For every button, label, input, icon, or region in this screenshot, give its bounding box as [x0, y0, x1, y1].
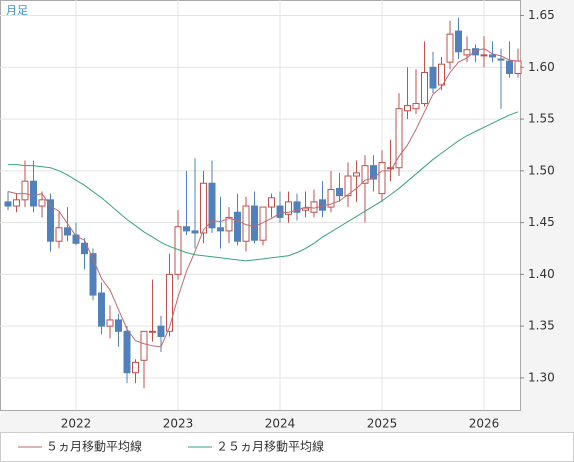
- candle-body: [64, 227, 71, 236]
- candle-body: [378, 162, 386, 195]
- candle-body: [319, 199, 326, 211]
- candle-body: [72, 234, 80, 244]
- candle-body: [489, 54, 496, 58]
- candle-body: [421, 71, 428, 105]
- candle-body: [463, 49, 471, 56]
- candle-body: [191, 230, 199, 234]
- legend-label: ５ヵ月移動平均線: [46, 439, 142, 454]
- candle-body: [276, 205, 284, 218]
- y-tick-label: 1.50: [528, 163, 555, 177]
- plot-area: [0, 0, 521, 411]
- candle-body: [98, 292, 105, 327]
- candle-body: [480, 54, 488, 57]
- y-tick-label: 1.45: [528, 215, 555, 229]
- legend-label: ２５ヵ月移動平均線: [216, 439, 324, 454]
- legend-box: [0, 432, 574, 462]
- x-tick-label: 2024: [265, 417, 296, 431]
- candle-body: [455, 30, 462, 53]
- candle-body: [89, 253, 97, 296]
- candle-body: [446, 33, 454, 63]
- candle-body: [200, 182, 207, 234]
- x-tick-label: 2023: [163, 417, 194, 431]
- x-tick-label: 2025: [367, 417, 398, 431]
- candle-body: [123, 330, 131, 374]
- candle-body: [81, 242, 88, 255]
- candle-body: [38, 199, 46, 207]
- candle-body: [327, 188, 335, 208]
- candle-body: [30, 180, 37, 207]
- candle-body: [395, 108, 403, 169]
- x-tick-label: 2022: [61, 417, 92, 431]
- candle-body: [132, 361, 139, 374]
- x-tick-label: 2026: [469, 417, 500, 431]
- candle-body: [336, 187, 343, 197]
- y-tick-label: 1.30: [528, 370, 555, 384]
- candle-body: [140, 330, 148, 361]
- y-tick-label: 1.40: [528, 267, 555, 281]
- candle-body: [13, 199, 20, 207]
- candle-body: [310, 201, 318, 213]
- candle-body: [472, 48, 479, 56]
- candle-body: [55, 227, 63, 242]
- candle-body: [429, 66, 437, 89]
- candle-body: [106, 319, 114, 327]
- candle-body: [293, 201, 301, 213]
- y-tick-label: 1.55: [528, 112, 555, 126]
- candle-body: [361, 165, 369, 184]
- candle-body: [115, 319, 122, 332]
- y-tick-label: 1.35: [528, 319, 555, 333]
- candle-body: [302, 207, 309, 211]
- ma-line: [7, 48, 519, 348]
- candle-body: [497, 58, 505, 61]
- candle-body: [268, 197, 275, 208]
- candle-body: [387, 167, 394, 170]
- candle-body: [208, 182, 216, 229]
- candle-body: [225, 216, 233, 232]
- y-tick-label: 1.60: [528, 60, 555, 74]
- candle-body: [47, 199, 54, 242]
- candle-body: [21, 180, 29, 201]
- candle-body: [438, 63, 445, 86]
- candle-body: [344, 175, 352, 197]
- ma-line: [8, 111, 519, 262]
- candle-body: [251, 205, 258, 241]
- candle-body: [234, 211, 241, 242]
- candle-body: [149, 330, 156, 333]
- candle-body: [157, 325, 165, 337]
- plot: [0, 0, 522, 410]
- candle-body: [404, 105, 411, 112]
- candle-body: [412, 103, 420, 110]
- candle-body: [4, 201, 12, 207]
- period-label: 月足: [6, 4, 28, 17]
- candle-body: [370, 165, 377, 180]
- candle-body: [353, 172, 360, 177]
- candle-body: [166, 273, 173, 332]
- candle-body: [285, 201, 292, 215]
- candle-body: [183, 226, 190, 232]
- candle-body: [217, 227, 224, 232]
- y-tick-label: 1.65: [528, 8, 555, 22]
- candle-body: [506, 60, 513, 75]
